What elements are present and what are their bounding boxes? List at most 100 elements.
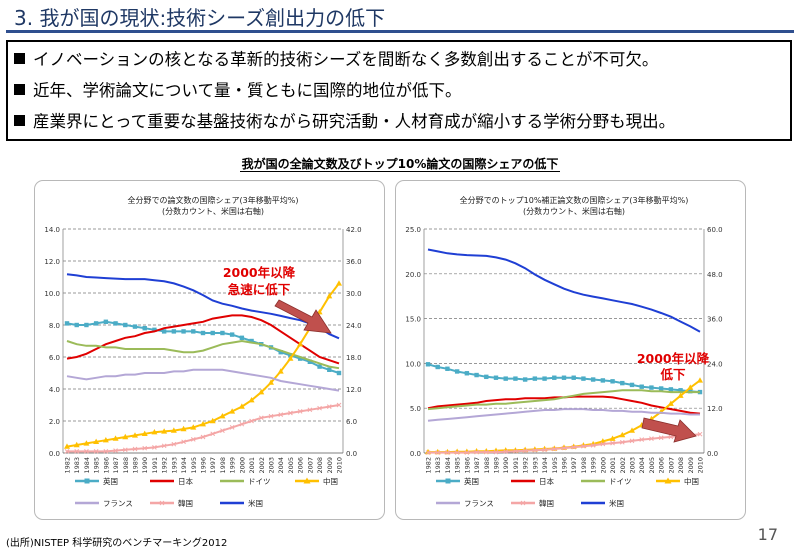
data-point (239, 421, 245, 427)
data-point (493, 449, 499, 455)
data-point (513, 448, 518, 454)
legend-label: 米国 (609, 498, 624, 508)
x-tick-label: 2002 (258, 457, 266, 474)
data-point (132, 324, 138, 329)
data-point (132, 446, 138, 452)
x-tick-label: 2005 (648, 457, 656, 474)
y-tick-label: 2.0 (49, 418, 60, 426)
x-tick-label: 2007 (306, 457, 314, 474)
annotation-text: 低下 (659, 367, 686, 382)
data-point (581, 443, 586, 449)
title-divider (6, 30, 794, 33)
legend-label: 中国 (323, 476, 338, 486)
y2-tick-label: 42.0 (346, 226, 362, 234)
legend-label: 中国 (684, 476, 699, 486)
data-point (542, 447, 547, 453)
data-point (190, 437, 196, 442)
x-tick-label: 1986 (102, 457, 110, 474)
x-tick-label: 1992 (161, 457, 169, 474)
data-point (307, 359, 313, 364)
data-point (513, 376, 518, 381)
x-tick-label: 1996 (561, 457, 569, 474)
data-point (327, 367, 332, 372)
data-point (93, 449, 99, 454)
legend-label: 英国 (103, 476, 118, 486)
data-point (142, 445, 148, 451)
data-point (600, 441, 606, 447)
data-point (288, 410, 293, 416)
data-point (542, 376, 547, 381)
data-point (503, 449, 509, 455)
data-point (317, 364, 322, 369)
data-point (609, 435, 616, 441)
data-point (200, 434, 206, 440)
y-tick-label: 0.0 (410, 450, 421, 458)
x-tick-label: 2009 (326, 457, 334, 474)
x-tick-label: 2009 (687, 457, 695, 474)
chart-subtitle: (分数カウント、米国は右軸) (523, 206, 625, 216)
data-point (464, 450, 470, 455)
data-point (190, 424, 197, 430)
data-point (571, 444, 577, 450)
y-tick-label: 8.0 (49, 322, 60, 330)
y2-tick-label: 12.0 (346, 386, 362, 394)
data-point (142, 326, 147, 331)
data-point (474, 372, 479, 378)
x-tick-label: 1996 (200, 457, 208, 474)
data-point (93, 438, 100, 444)
series-line (427, 408, 700, 422)
data-point (610, 379, 615, 384)
x-tick-label: 1989 (493, 457, 501, 474)
bullet-box: イノベーションの核となる革新的技術シーズを間断なく多数創出することが不可欠。 近… (6, 40, 792, 141)
data-point (425, 362, 431, 367)
data-point (122, 447, 128, 453)
data-point (84, 449, 89, 454)
x-tick-label: 1997 (570, 457, 578, 474)
legend-marker (664, 477, 672, 484)
y-tick-label: 6.0 (49, 354, 60, 362)
x-tick-label: 2003 (268, 457, 276, 474)
data-point (561, 445, 567, 451)
x-tick-label: 1998 (219, 457, 227, 474)
data-point (658, 386, 664, 391)
x-tick-label: 1987 (473, 457, 481, 474)
data-point (181, 439, 186, 445)
x-tick-label: 2000 (238, 457, 246, 474)
slide-title: 3. 我が国の現状:技術シーズ創出力の低下 (14, 6, 386, 30)
data-point (170, 427, 177, 433)
data-point (93, 321, 99, 326)
data-point (687, 384, 694, 390)
y2-tick-label: 60.0 (707, 226, 723, 234)
data-point (287, 355, 294, 361)
x-tick-label: 1999 (590, 457, 598, 474)
data-point (649, 385, 654, 390)
data-point (445, 450, 450, 455)
legend-label: 日本 (539, 476, 554, 486)
y-tick-label: 10.0 (44, 290, 60, 298)
data-point (571, 375, 576, 380)
y2-tick-label: 36.0 (346, 258, 362, 266)
x-tick-label: 2000 (599, 457, 607, 474)
data-point (229, 408, 236, 414)
data-point (522, 448, 528, 454)
data-point (620, 380, 625, 386)
y2-tick-label: 6.0 (346, 418, 357, 426)
data-point (551, 446, 557, 452)
x-tick-label: 2002 (619, 457, 627, 474)
data-point (493, 375, 499, 380)
chart-paper-share: 全分野での論文数の国際シェア(3年移動平均%)(分数カウント、米国は右軸) 0.0… (44, 195, 362, 508)
x-tick-label: 1995 (551, 457, 559, 474)
data-point (454, 450, 460, 455)
data-point (425, 450, 431, 455)
data-point (697, 377, 703, 383)
y-tick-label: 5.0 (410, 405, 421, 413)
data-point (277, 368, 284, 374)
bullet-square-icon (14, 84, 25, 95)
x-tick-label: 2010 (697, 457, 705, 474)
annotation-text: 急速に低下 (228, 282, 291, 297)
series-line (67, 404, 340, 453)
data-point (581, 376, 586, 381)
data-point (464, 371, 470, 376)
data-point (697, 431, 703, 437)
x-tick-label: 2006 (297, 457, 305, 474)
